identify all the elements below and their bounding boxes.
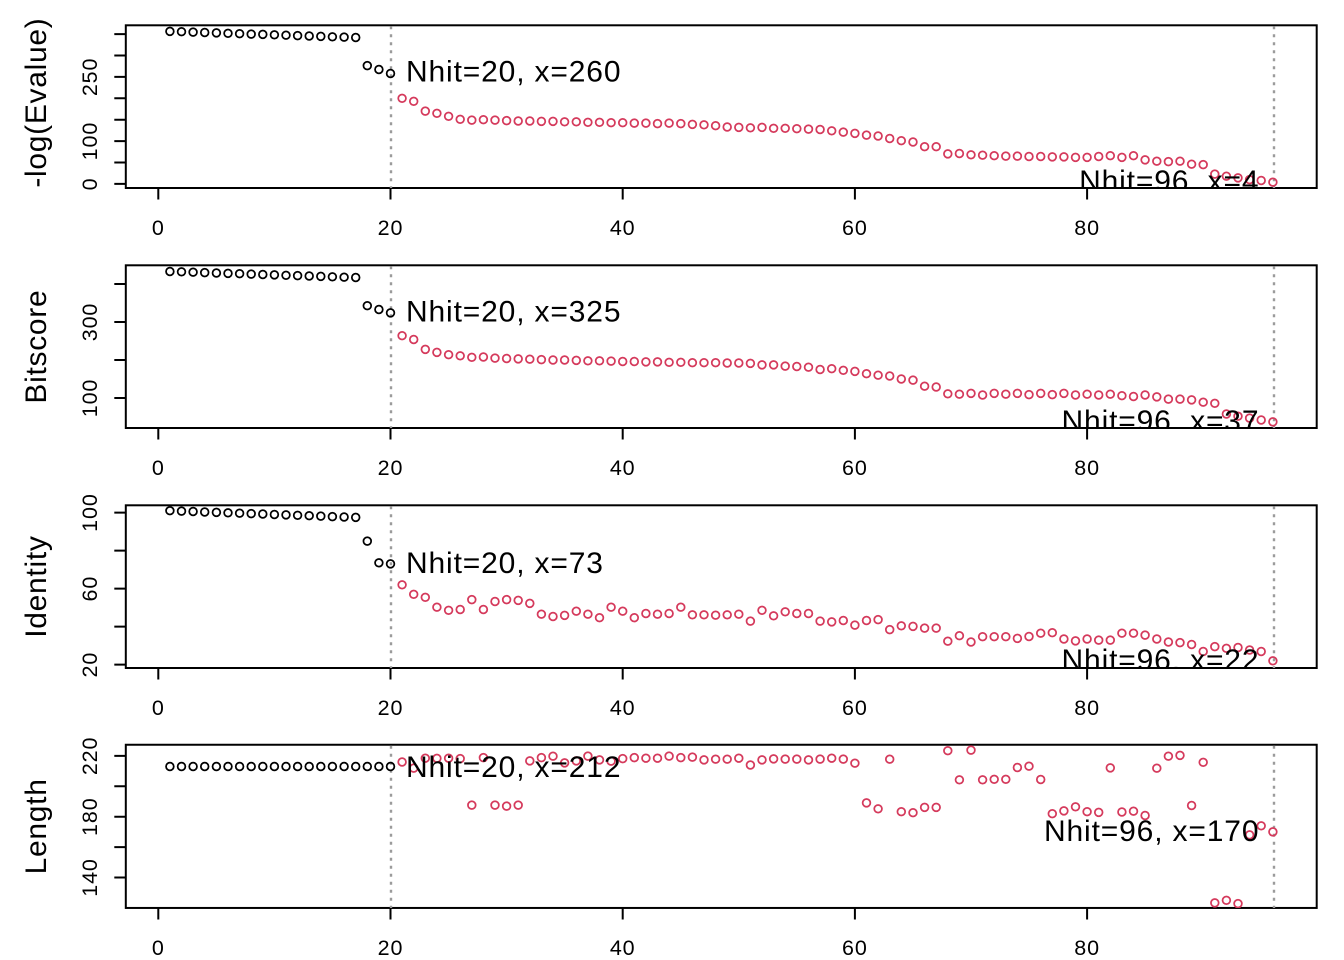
- svg-text:80: 80: [1074, 696, 1100, 720]
- svg-text:100: 100: [78, 122, 102, 161]
- svg-text:0: 0: [78, 177, 102, 190]
- svg-text:100: 100: [78, 493, 102, 532]
- svg-text:Nhit=96, x=170: Nhit=96, x=170: [1044, 815, 1259, 848]
- svg-text:Nhit=20, x=325: Nhit=20, x=325: [406, 296, 621, 329]
- svg-text:Bitscore: Bitscore: [20, 290, 53, 404]
- svg-text:0: 0: [152, 696, 165, 720]
- svg-text:60: 60: [842, 936, 868, 960]
- svg-text:20: 20: [378, 696, 404, 720]
- svg-text:140: 140: [78, 858, 102, 897]
- svg-text:0: 0: [152, 936, 165, 960]
- svg-text:80: 80: [1074, 936, 1100, 960]
- svg-text:40: 40: [610, 936, 636, 960]
- svg-text:60: 60: [842, 696, 868, 720]
- svg-text:20: 20: [378, 216, 404, 240]
- svg-text:20: 20: [78, 652, 102, 678]
- svg-text:0: 0: [152, 216, 165, 240]
- svg-text:60: 60: [842, 456, 868, 480]
- svg-text:40: 40: [610, 456, 636, 480]
- svg-text:220: 220: [78, 737, 102, 776]
- svg-text:60: 60: [78, 576, 102, 602]
- svg-text:Nhit=96, x=4: Nhit=96, x=4: [1079, 165, 1259, 198]
- svg-text:Nhit=96, x=22: Nhit=96, x=22: [1062, 644, 1260, 677]
- svg-text:0: 0: [152, 456, 165, 480]
- svg-text:80: 80: [1074, 216, 1100, 240]
- svg-text:20: 20: [378, 936, 404, 960]
- svg-text:300: 300: [78, 303, 102, 342]
- svg-text:Nhit=20, x=260: Nhit=20, x=260: [406, 56, 621, 89]
- svg-text:Length: Length: [20, 778, 53, 874]
- svg-text:80: 80: [1074, 456, 1100, 480]
- svg-text:Nhit=20, x=73: Nhit=20, x=73: [406, 547, 604, 580]
- svg-text:180: 180: [78, 797, 102, 836]
- svg-text:Identity: Identity: [20, 535, 53, 637]
- svg-text:40: 40: [610, 216, 636, 240]
- svg-text:250: 250: [78, 58, 102, 97]
- svg-text:20: 20: [378, 456, 404, 480]
- svg-text:40: 40: [610, 696, 636, 720]
- svg-text:Nhit=20, x=212: Nhit=20, x=212: [406, 751, 621, 784]
- svg-text:60: 60: [842, 216, 868, 240]
- svg-text:Nhit=96, x=37: Nhit=96, x=37: [1062, 405, 1260, 438]
- svg-text:-log(Evalue): -log(Evalue): [20, 18, 53, 188]
- svg-text:100: 100: [78, 379, 102, 418]
